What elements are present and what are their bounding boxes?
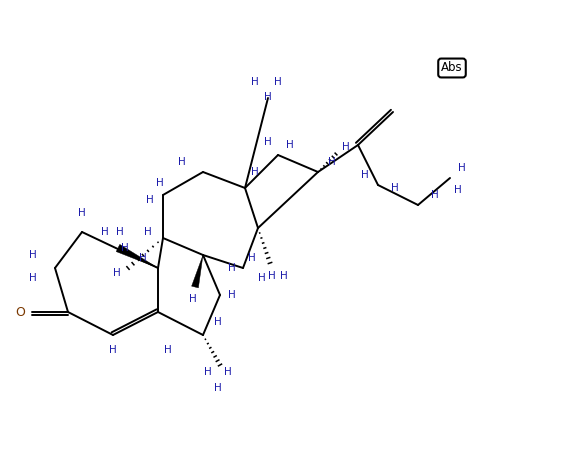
Text: H: H xyxy=(139,253,147,263)
Text: H: H xyxy=(264,137,272,147)
Polygon shape xyxy=(192,255,203,288)
Text: H: H xyxy=(248,253,256,263)
Text: H: H xyxy=(264,92,272,102)
Text: H: H xyxy=(146,195,154,205)
Text: H: H xyxy=(342,142,350,152)
Text: H: H xyxy=(164,345,172,355)
Text: O: O xyxy=(15,306,25,318)
Text: H: H xyxy=(228,263,236,273)
Text: H: H xyxy=(431,190,439,200)
Text: H: H xyxy=(144,227,152,237)
Text: H: H xyxy=(29,250,37,260)
Text: H: H xyxy=(280,271,288,281)
Text: H: H xyxy=(101,227,109,237)
Text: H: H xyxy=(274,77,282,87)
Text: H: H xyxy=(109,345,117,355)
Text: H: H xyxy=(361,170,369,180)
Text: H: H xyxy=(214,383,222,393)
Text: H: H xyxy=(391,183,399,193)
Text: H: H xyxy=(116,227,124,237)
Text: H: H xyxy=(224,367,232,377)
Text: H: H xyxy=(251,167,259,177)
Text: H: H xyxy=(268,271,276,281)
Text: H: H xyxy=(178,157,186,167)
Text: H: H xyxy=(113,268,121,278)
Text: H: H xyxy=(204,367,212,377)
Text: H: H xyxy=(458,163,466,173)
Text: Abs: Abs xyxy=(441,61,463,75)
Text: H: H xyxy=(258,273,266,283)
Text: H: H xyxy=(214,317,222,327)
Text: H: H xyxy=(29,273,37,283)
Text: H: H xyxy=(78,208,86,218)
Text: H: H xyxy=(286,140,294,150)
Text: H: H xyxy=(328,157,336,167)
Polygon shape xyxy=(116,245,158,268)
Text: H: H xyxy=(189,294,197,304)
Text: H: H xyxy=(251,77,259,87)
Text: H: H xyxy=(228,290,236,300)
Text: H: H xyxy=(121,243,129,253)
Text: H: H xyxy=(156,178,164,188)
Text: H: H xyxy=(454,185,462,195)
